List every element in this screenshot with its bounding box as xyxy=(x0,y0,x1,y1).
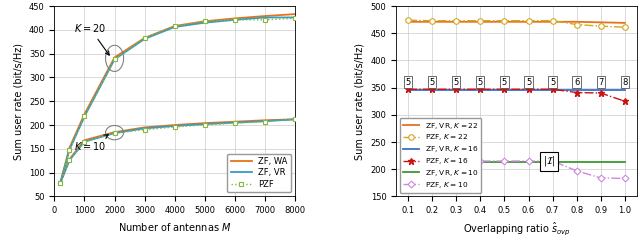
Text: 7: 7 xyxy=(598,78,604,87)
Text: 5: 5 xyxy=(477,78,483,87)
Text: $K=10$: $K=10$ xyxy=(74,135,108,152)
Text: 5: 5 xyxy=(406,78,411,87)
Legend: ZF, WA, ZF, VR, PZF: ZF, WA, ZF, VR, PZF xyxy=(227,154,291,192)
Text: $|\mathcal{I}|$: $|\mathcal{I}|$ xyxy=(543,154,556,168)
X-axis label: Number of antennas $M$: Number of antennas $M$ xyxy=(118,221,232,233)
Y-axis label: Sum user rate (bit/s/Hz): Sum user rate (bit/s/Hz) xyxy=(13,43,23,160)
Text: 5: 5 xyxy=(429,78,435,87)
Y-axis label: Sum user rate (bit/s/Hz): Sum user rate (bit/s/Hz) xyxy=(355,43,365,160)
X-axis label: Overlapping ratio $\hat{s}_{ovp}$: Overlapping ratio $\hat{s}_{ovp}$ xyxy=(463,221,570,237)
Text: 8: 8 xyxy=(622,78,627,87)
Text: 5: 5 xyxy=(454,78,459,87)
Text: 5: 5 xyxy=(502,78,507,87)
Text: $K=20$: $K=20$ xyxy=(74,22,109,55)
Text: 5: 5 xyxy=(526,78,531,87)
Text: 5: 5 xyxy=(550,78,555,87)
Text: 6: 6 xyxy=(574,78,579,87)
Legend: ZF, VR, $K=22$, PZF, $K=22$, ZF, VR, $K=16$, PZF, $K=16$, ZF, VR, $K=10$, PZF, $: ZF, VR, $K=22$, PZF, $K=22$, ZF, VR, $K=… xyxy=(400,118,481,193)
